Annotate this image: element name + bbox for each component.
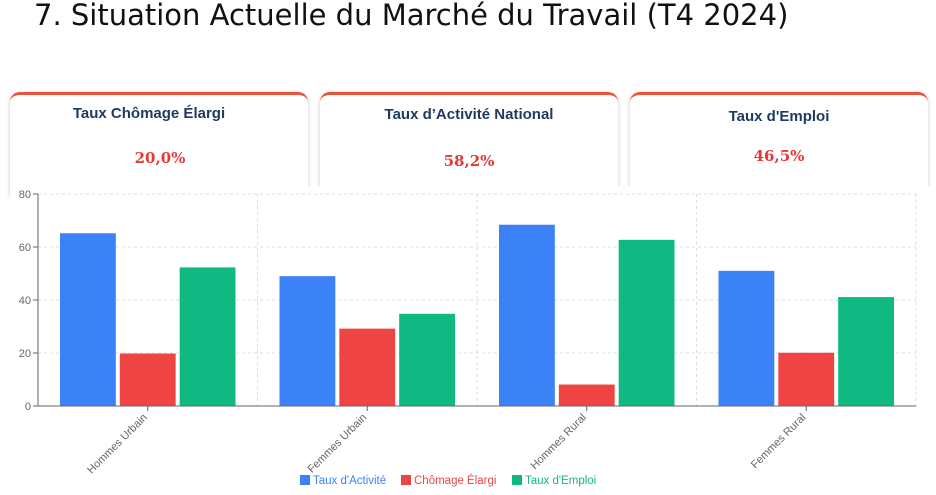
bar-chomage	[119, 353, 176, 406]
legend-swatch	[512, 475, 522, 485]
kpi-label: Taux d’Activité National	[384, 106, 554, 123]
kpi-value: 46,5%	[753, 147, 805, 165]
bar-emploi	[838, 297, 894, 406]
kpi-label: Taux d'Emploi	[728, 108, 830, 125]
legend-label: Chômage Élargi	[414, 474, 496, 487]
bar-chomage	[558, 384, 615, 406]
kpi-value: 20,0%	[134, 149, 186, 167]
kpi-value: 58,2%	[443, 152, 495, 170]
kpi-card-emploi: Taux d'Emploi 46,5%	[630, 92, 928, 202]
page-title: 7. Situation Actuelle du Marché du Trava…	[34, 0, 789, 32]
legend-label: Taux d'Activité	[313, 475, 386, 487]
x-tick-label: Femmes Rural	[749, 412, 808, 471]
y-tick-label: 80	[19, 189, 31, 201]
bar-activite	[60, 233, 116, 406]
bar-chomage	[778, 352, 835, 406]
legend-swatch	[300, 475, 310, 485]
y-tick-label: 20	[19, 348, 31, 360]
y-tick-label: 60	[19, 242, 31, 254]
bar-emploi	[399, 313, 455, 406]
bar-activite	[718, 270, 775, 406]
kpi-card-activite: Taux d’Activité National 58,2%	[320, 92, 618, 202]
bar-emploi	[179, 267, 236, 406]
y-tick-label: 0	[25, 401, 31, 413]
bar-emploi	[618, 239, 675, 406]
kpi-label: Taux Chômage Élargi	[72, 105, 226, 122]
y-tick-label: 40	[19, 295, 31, 307]
x-tick-label: Femmes Urbain	[306, 412, 370, 476]
legend-swatch	[401, 475, 411, 485]
bar-activite	[499, 224, 555, 406]
kpi-card-chomage: Taux Chômage Élargi 20,0%	[10, 92, 308, 202]
bar-activite	[279, 276, 336, 406]
x-tick-label: Hommes Urbain	[85, 412, 150, 477]
x-tick-label: Hommes Rural	[529, 412, 589, 472]
legend-label: Taux d'Emploi	[525, 475, 596, 487]
chart-background	[10, 186, 936, 495]
bar-chomage	[339, 328, 396, 406]
